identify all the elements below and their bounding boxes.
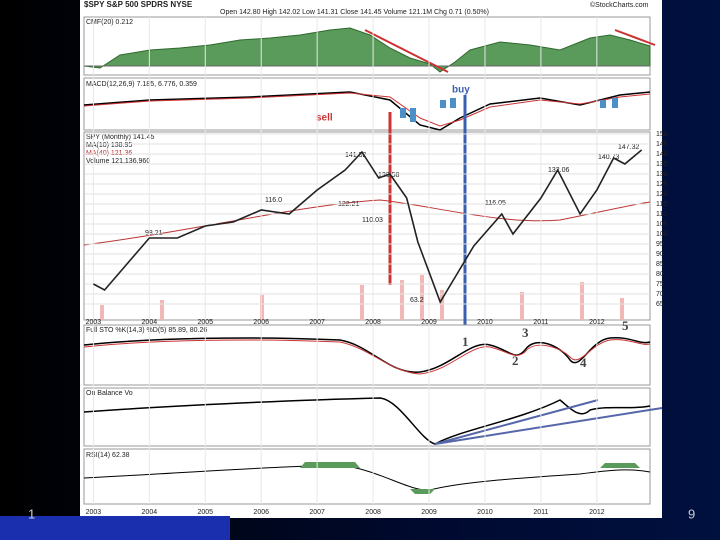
y-tick-label: 125 — [656, 181, 668, 188]
price-annotation: 147.32 — [618, 144, 640, 151]
y-tick-label: 130 — [656, 171, 668, 178]
sto-panel — [83, 324, 651, 386]
rsi-label: RSI(14) 62.38 — [86, 452, 130, 459]
volume-bars — [100, 275, 624, 320]
x-tick-label: 2009 — [421, 509, 437, 516]
x-tick-label: 2008 — [365, 319, 381, 326]
x-tick-label: 2003 — [86, 319, 102, 326]
price-annotation: 110.03 — [362, 217, 383, 224]
price-label: SPY (Monthly) 141.45 — [86, 134, 154, 141]
x-tick-label: 2009 — [421, 319, 437, 326]
x-tick-label: 2010 — [477, 319, 493, 326]
sto-label: Full STO %K(14,3) %D(5) 85.89, 80.26 — [86, 327, 207, 334]
x-tick-label: 2008 — [365, 509, 381, 516]
x-tick-label: 2006 — [253, 509, 269, 516]
ma10-label: MA(10) 138.95 — [86, 142, 132, 149]
y-tick-label: 90 — [656, 251, 664, 258]
macd-signal — [83, 92, 651, 127]
slide-number: 1 — [28, 506, 35, 521]
cmf-area — [83, 27, 651, 73]
y-tick-label: 65 — [656, 301, 664, 308]
macd-line — [83, 91, 651, 131]
wave-label: 2 — [512, 353, 519, 368]
chart-image — [80, 0, 662, 518]
x-tick-label: 2005 — [197, 509, 213, 516]
header: $SPY S&P 500 SPDRS NYSE — [84, 0, 193, 9]
y-tick-label: 80 — [656, 271, 664, 278]
source: ©StockCharts.com — [590, 1, 649, 9]
rsi-fill — [300, 462, 640, 494]
slide-number: 9 — [688, 506, 695, 521]
macd-label: MACD(12,26,9) 7.185, 6.776, 0.359 — [86, 81, 197, 88]
price-annotation: 130.58 — [378, 172, 400, 179]
x-tick-label: 2003 — [86, 509, 102, 516]
y-tick-label: 85 — [656, 261, 664, 268]
x-tick-label: 2011 — [533, 319, 548, 326]
wave-label: 1 — [462, 334, 469, 349]
quote: Open 142.80 High 142.02 Low 141.31 Close… — [220, 9, 489, 16]
y-tick-label: 75 — [656, 281, 664, 288]
macd-histogram — [400, 98, 618, 122]
x-tick-label: 2011 — [533, 509, 548, 516]
y-tick-label: 110 — [656, 211, 667, 218]
y-tick-label: 115 — [656, 201, 667, 208]
volume-label: Volume 121,136,960 — [86, 158, 150, 165]
obv-label: On Balance Vo — [86, 390, 133, 397]
footer-bar — [0, 516, 230, 540]
y-tick-label: 140 — [656, 151, 668, 158]
trend-line — [614, 29, 656, 46]
x-tick-label: 2006 — [253, 319, 269, 326]
y-tick-label: 120 — [656, 191, 668, 198]
rsi-panel — [83, 448, 651, 505]
macd-panel — [83, 77, 651, 131]
y-tick-label: 100 — [656, 231, 668, 238]
price-annotation: 116.0 — [265, 197, 282, 204]
y-tick-label: 150 — [656, 131, 668, 138]
buy-label: buy — [452, 85, 470, 96]
x-tick-label: 2012 — [589, 319, 605, 326]
x-tick-label: 2007 — [309, 319, 325, 326]
y-tick-label: 145 — [656, 141, 668, 148]
ma40-label: MA(40) 121.36 — [86, 150, 132, 157]
price-line — [93, 149, 643, 304]
x-tick-label: 2005 — [197, 319, 213, 326]
x-tick-label: 2010 — [477, 509, 493, 516]
price-annotation: 63.2 — [410, 297, 424, 304]
obv-panel — [83, 387, 651, 447]
price-annotation: 141.52 — [345, 152, 367, 159]
cmf-label: CMF(20) 0.212 — [86, 19, 133, 26]
trend-line — [434, 399, 599, 445]
sell-label: sell — [316, 113, 333, 124]
wave-label: 5 — [622, 318, 629, 333]
wave-label: 3 — [522, 325, 529, 340]
trend-line — [434, 407, 663, 445]
x-tick-label: 2012 — [589, 509, 605, 516]
y-tick-label: 95 — [656, 241, 664, 248]
sto-d — [83, 339, 651, 375]
x-tick-label: 2004 — [142, 319, 158, 326]
trend-line — [364, 29, 449, 73]
x-tick-label: 2004 — [142, 509, 158, 516]
wave-label: 4 — [580, 355, 587, 370]
y-tick-label: 105 — [656, 221, 668, 228]
price-panel — [83, 131, 651, 321]
x-tick-label: 2007 — [309, 509, 325, 516]
price-annotation: 140.73 — [598, 154, 620, 161]
sto-k — [83, 336, 651, 373]
y-tick-label: 70 — [656, 291, 664, 298]
price-annotation: 98.21 — [145, 230, 163, 237]
y-tick-label: 135 — [656, 161, 668, 168]
price-annotation: 116.05 — [485, 200, 506, 207]
